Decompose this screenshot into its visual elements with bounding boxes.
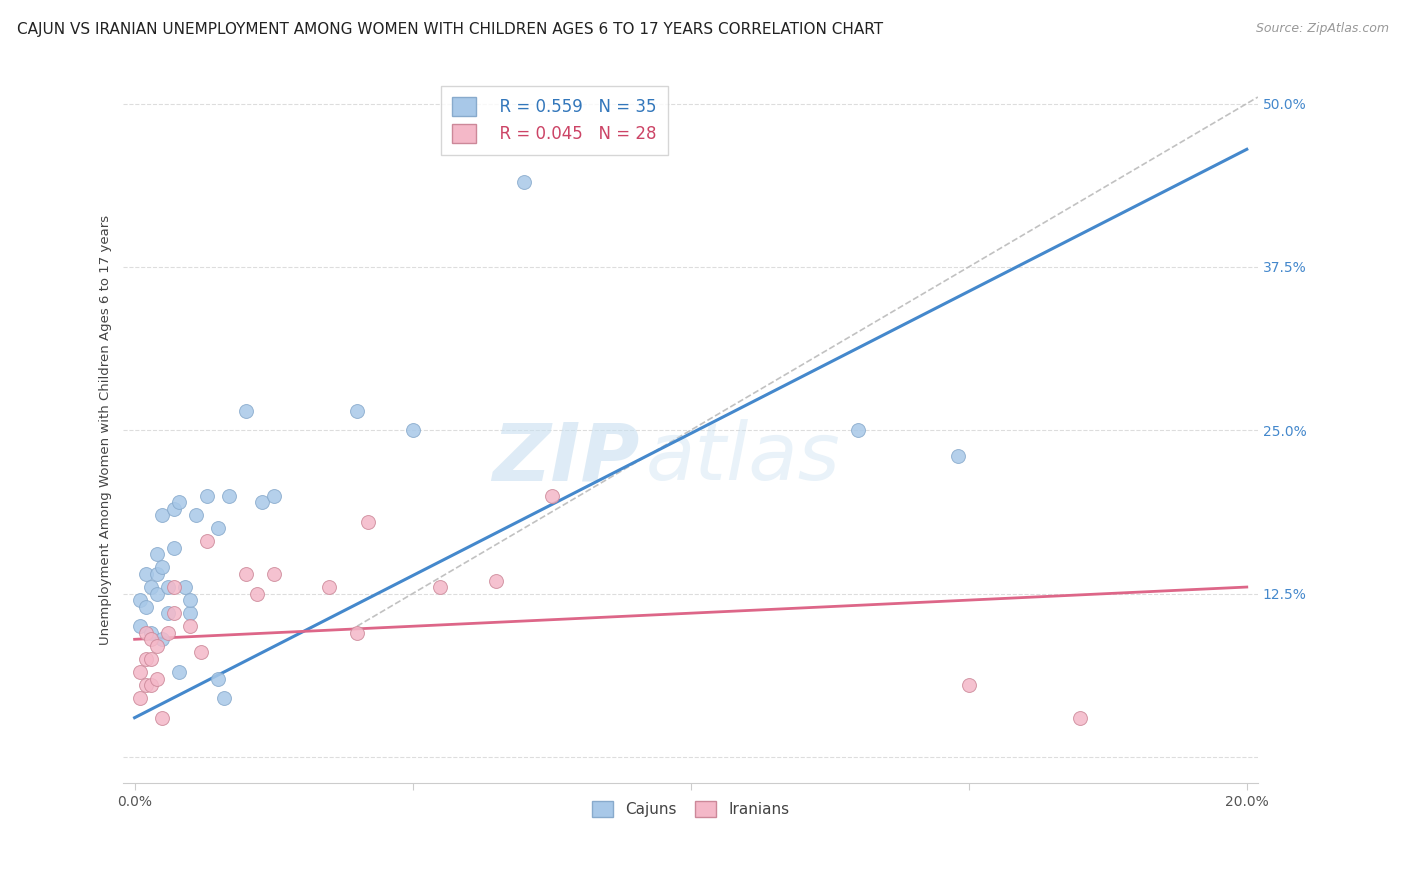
Point [179, 619, 201, 633]
Point [129, 691, 152, 706]
Point [162, 541, 184, 555]
Legend: Cajuns, Iranians: Cajuns, Iranians [583, 794, 797, 825]
Point [141, 652, 163, 666]
Point [401, 423, 423, 437]
Point [212, 691, 235, 706]
Point [167, 665, 190, 679]
Point [540, 489, 562, 503]
Point [957, 678, 980, 692]
Point [152, 508, 174, 523]
Point [485, 574, 508, 588]
Point [152, 711, 174, 725]
Point [152, 560, 174, 574]
Point [195, 534, 218, 549]
Point [263, 566, 285, 581]
Point [179, 593, 201, 607]
Point [162, 501, 184, 516]
Point [252, 495, 274, 509]
Point [235, 566, 257, 581]
Point [146, 547, 169, 561]
Point [207, 672, 229, 686]
Point [263, 489, 285, 503]
Point [129, 593, 152, 607]
Text: atlas: atlas [645, 419, 839, 498]
Text: CAJUN VS IRANIAN UNEMPLOYMENT AMONG WOMEN WITH CHILDREN AGES 6 TO 17 YEARS CORRE: CAJUN VS IRANIAN UNEMPLOYMENT AMONG WOME… [17, 22, 883, 37]
Point [235, 403, 257, 417]
Point [156, 625, 179, 640]
Point [162, 606, 184, 620]
Point [173, 580, 195, 594]
Point [152, 632, 174, 647]
Point [946, 450, 969, 464]
Point [135, 652, 157, 666]
Point [156, 606, 179, 620]
Point [318, 580, 340, 594]
Point [135, 599, 157, 614]
Point [135, 566, 157, 581]
Point [146, 639, 169, 653]
Point [156, 580, 179, 594]
Point [167, 495, 190, 509]
Text: Source: ZipAtlas.com: Source: ZipAtlas.com [1256, 22, 1389, 36]
Text: ZIP: ZIP [492, 419, 640, 498]
Point [195, 489, 218, 503]
Point [141, 580, 163, 594]
Point [190, 645, 212, 659]
Point [429, 580, 451, 594]
Point [135, 625, 157, 640]
Point [146, 566, 169, 581]
Point [184, 508, 207, 523]
Point [129, 665, 152, 679]
Point [129, 619, 152, 633]
Point [141, 625, 163, 640]
Point [141, 632, 163, 647]
Point [846, 423, 869, 437]
Y-axis label: Unemployment Among Women with Children Ages 6 to 17 years: Unemployment Among Women with Children A… [100, 215, 112, 645]
Point [179, 606, 201, 620]
Point [162, 580, 184, 594]
Point [218, 489, 240, 503]
Point [346, 625, 368, 640]
Point [141, 678, 163, 692]
Point [513, 175, 536, 189]
Point [246, 586, 269, 600]
Point [146, 586, 169, 600]
Point [135, 678, 157, 692]
Point [146, 672, 169, 686]
Point [346, 403, 368, 417]
Point [1069, 711, 1091, 725]
Point [207, 521, 229, 535]
Point [357, 515, 380, 529]
